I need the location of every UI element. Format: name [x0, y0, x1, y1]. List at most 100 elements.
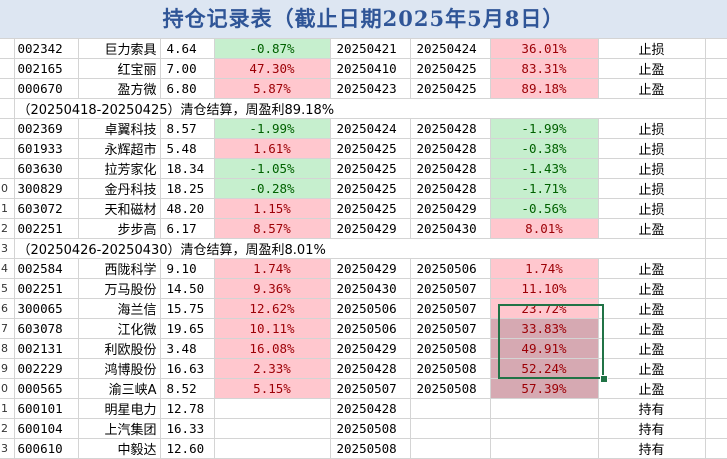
change-percent-cell[interactable]: 5.87%	[213, 78, 331, 99]
stock-code-cell[interactable]: 002131	[13, 338, 79, 359]
status-cell[interactable]: 止盈	[597, 318, 706, 339]
price-cell[interactable]: 14.50	[159, 278, 215, 299]
buy-date-cell[interactable]: 20250429	[329, 258, 411, 279]
stock-name-cell[interactable]: 万马股份	[77, 278, 161, 299]
row-number[interactable]	[0, 138, 15, 159]
stock-name-cell[interactable]: 中毅达	[77, 438, 161, 459]
return-percent-cell[interactable]: 49.91%	[489, 338, 599, 359]
sheet-title[interactable]: 持仓记录表（截止日期2025年5月8日）	[0, 0, 727, 39]
stock-name-cell[interactable]: 巨力索具	[77, 38, 161, 59]
stock-name-cell[interactable]: 拉芳家化	[77, 158, 161, 179]
change-percent-cell[interactable]: 1.74%	[213, 258, 331, 279]
buy-date-cell[interactable]: 20250423	[329, 78, 411, 99]
price-cell[interactable]: 6.80	[159, 78, 215, 99]
sell-date-cell[interactable]: 20250506	[409, 258, 491, 279]
status-cell[interactable]: 持有	[597, 398, 706, 419]
sell-date-cell[interactable]: 20250428	[409, 138, 491, 159]
row-number[interactable]: 1	[0, 398, 15, 419]
empty-cell[interactable]	[704, 118, 727, 139]
status-cell[interactable]: 止盈	[597, 58, 706, 79]
price-cell[interactable]: 16.63	[159, 358, 215, 379]
price-cell[interactable]: 16.33	[159, 418, 215, 439]
row-number[interactable]: 0	[0, 378, 15, 399]
price-cell[interactable]: 8.52	[159, 378, 215, 399]
empty-cell[interactable]	[704, 258, 727, 279]
buy-date-cell[interactable]: 20250429	[329, 218, 411, 239]
row-number[interactable]: 8	[0, 338, 15, 359]
price-cell[interactable]: 15.75	[159, 298, 215, 319]
status-cell[interactable]: 止盈	[597, 258, 706, 279]
empty-cell[interactable]	[704, 98, 727, 119]
stock-code-cell[interactable]: 002229	[13, 358, 79, 379]
empty-cell[interactable]	[704, 438, 727, 459]
empty-cell[interactable]	[704, 178, 727, 199]
return-percent-cell[interactable]: 23.72%	[489, 298, 599, 319]
empty-cell[interactable]	[704, 418, 727, 439]
status-cell[interactable]: 止盈	[597, 78, 706, 99]
stock-code-cell[interactable]: 000565	[13, 378, 79, 399]
sell-date-cell[interactable]: 20250430	[409, 218, 491, 239]
sell-date-cell[interactable]: 20250425	[409, 58, 491, 79]
return-percent-cell[interactable]: 33.83%	[489, 318, 599, 339]
change-percent-cell[interactable]: 8.57%	[213, 218, 331, 239]
stock-code-cell[interactable]: 603630	[13, 158, 79, 179]
change-percent-cell[interactable]: 1.15%	[213, 198, 331, 219]
stock-code-cell[interactable]: 002369	[13, 118, 79, 139]
status-cell[interactable]: 止盈	[597, 218, 706, 239]
stock-name-cell[interactable]: 步步高	[77, 218, 161, 239]
buy-date-cell[interactable]: 20250508	[329, 418, 411, 439]
return-percent-cell[interactable]: 52.24%	[489, 358, 599, 379]
status-cell[interactable]: 止损	[597, 118, 706, 139]
status-cell[interactable]: 止损	[597, 38, 706, 59]
empty-cell[interactable]	[704, 398, 727, 419]
buy-date-cell[interactable]: 20250421	[329, 38, 411, 59]
sell-date-cell[interactable]: 20250507	[409, 278, 491, 299]
stock-code-cell[interactable]: 603072	[13, 198, 79, 219]
return-percent-cell[interactable]: 89.18%	[489, 78, 599, 99]
sell-date-cell[interactable]: 20250429	[409, 198, 491, 219]
change-percent-cell[interactable]	[213, 438, 331, 459]
return-percent-cell[interactable]	[489, 418, 599, 439]
price-cell[interactable]: 4.64	[159, 38, 215, 59]
row-number[interactable]: 5	[0, 278, 15, 299]
stock-name-cell[interactable]: 盈方微	[77, 78, 161, 99]
price-cell[interactable]: 19.65	[159, 318, 215, 339]
stock-code-cell[interactable]: 300065	[13, 298, 79, 319]
row-number[interactable]	[0, 98, 15, 119]
stock-name-cell[interactable]: 明星电力	[77, 398, 161, 419]
stock-name-cell[interactable]: 利欧股份	[77, 338, 161, 359]
row-number[interactable]	[0, 118, 15, 139]
empty-cell[interactable]	[704, 278, 727, 299]
status-cell[interactable]: 止盈	[597, 378, 706, 399]
price-cell[interactable]: 7.00	[159, 58, 215, 79]
row-number[interactable]: 6	[0, 298, 15, 319]
change-percent-cell[interactable]: -1.99%	[213, 118, 331, 139]
change-percent-cell[interactable]: 47.30%	[213, 58, 331, 79]
stock-name-cell[interactable]: 天和磁材	[77, 198, 161, 219]
stock-code-cell[interactable]: 603078	[13, 318, 79, 339]
buy-date-cell[interactable]: 20250506	[329, 318, 411, 339]
row-number[interactable]: 7	[0, 318, 15, 339]
empty-cell[interactable]	[704, 198, 727, 219]
sell-date-cell[interactable]: 20250428	[409, 118, 491, 139]
status-cell[interactable]: 止盈	[597, 278, 706, 299]
return-percent-cell[interactable]: -1.99%	[489, 118, 599, 139]
stock-name-cell[interactable]: 红宝丽	[77, 58, 161, 79]
sell-date-cell[interactable]: 20250424	[409, 38, 491, 59]
buy-date-cell[interactable]: 20250506	[329, 298, 411, 319]
sell-date-cell[interactable]: 20250428	[409, 158, 491, 179]
buy-date-cell[interactable]: 20250410	[329, 58, 411, 79]
price-cell[interactable]: 6.17	[159, 218, 215, 239]
empty-cell[interactable]	[704, 138, 727, 159]
settlement-summary[interactable]: （20250418-20250425）清仓结算，周盈利89.18%	[13, 98, 706, 119]
fill-handle[interactable]	[600, 375, 608, 383]
return-percent-cell[interactable]: 1.74%	[489, 258, 599, 279]
change-percent-cell[interactable]: 16.08%	[213, 338, 331, 359]
change-percent-cell[interactable]	[213, 418, 331, 439]
stock-code-cell[interactable]: 002251	[13, 218, 79, 239]
return-percent-cell[interactable]: -0.38%	[489, 138, 599, 159]
sell-date-cell[interactable]: 20250508	[409, 378, 491, 399]
sell-date-cell[interactable]: 20250428	[409, 178, 491, 199]
price-cell[interactable]: 8.57	[159, 118, 215, 139]
row-number[interactable]: 0	[0, 178, 15, 199]
